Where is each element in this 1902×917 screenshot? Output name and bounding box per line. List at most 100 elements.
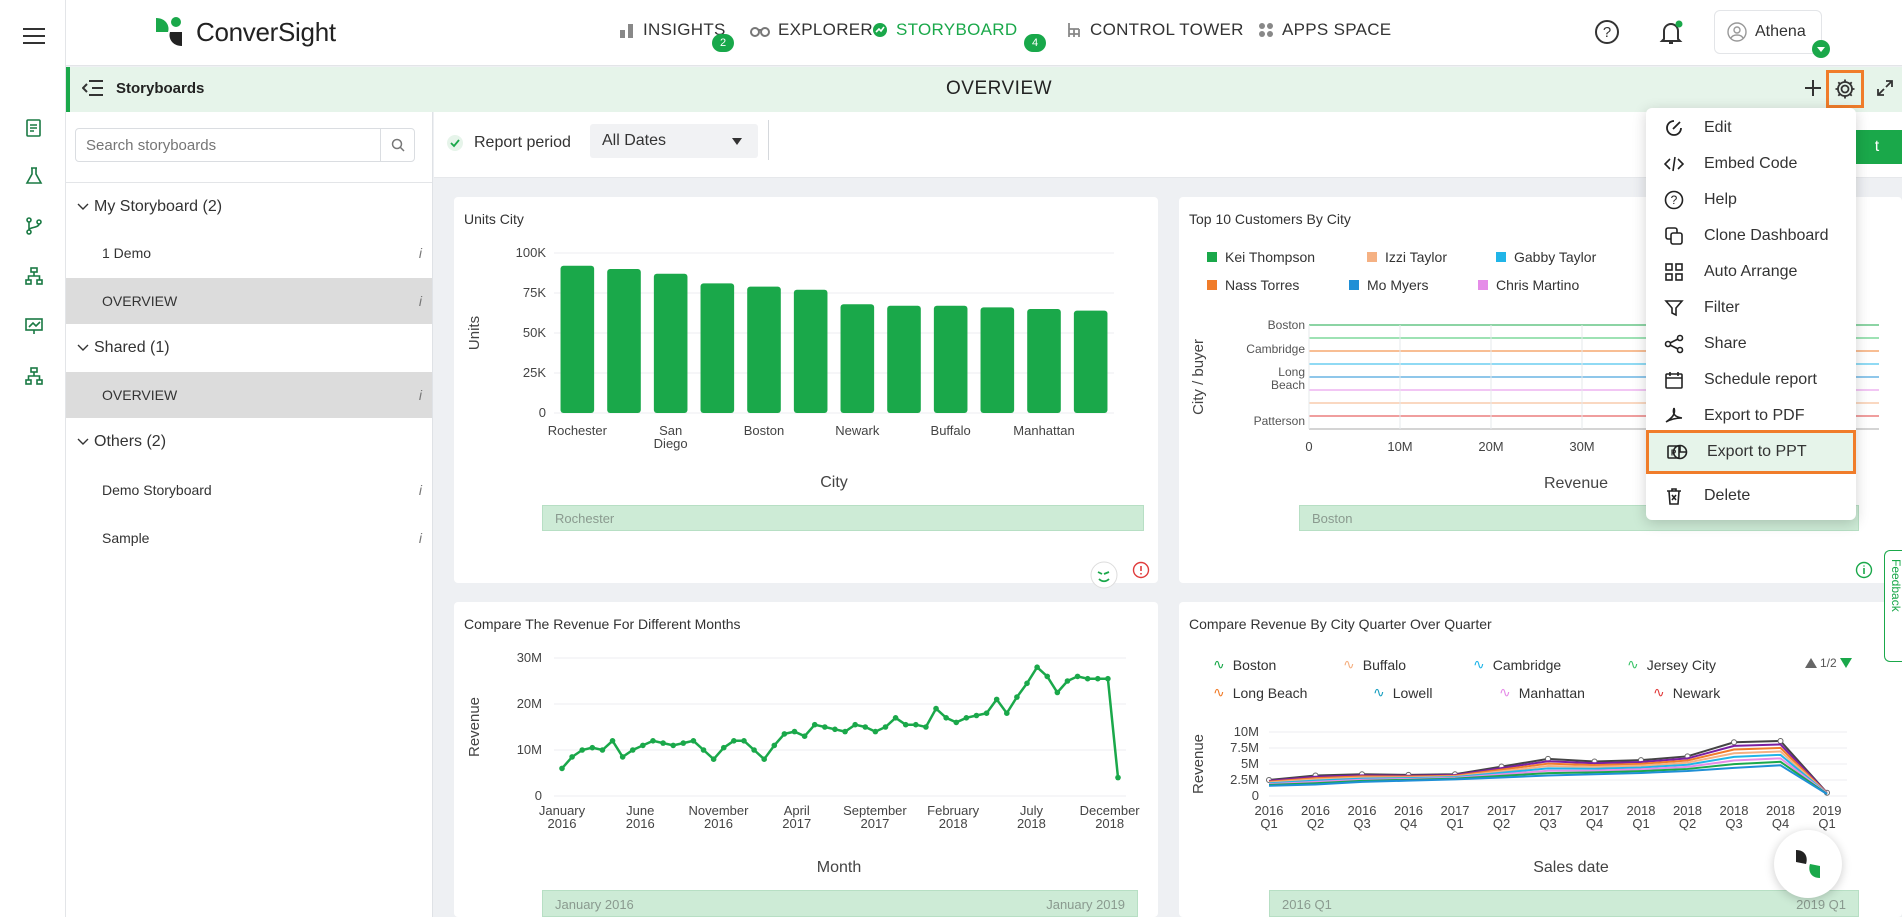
presentation-icon[interactable] xyxy=(20,312,48,340)
section-others[interactable]: Others (2) xyxy=(66,419,432,465)
legend-item[interactable]: ∿ Manhattan xyxy=(1499,684,1585,701)
info-icon[interactable]: i xyxy=(418,482,422,498)
expand-icon[interactable] xyxy=(1876,79,1894,97)
share-icon xyxy=(1662,332,1686,356)
info-icon[interactable]: i xyxy=(418,387,422,403)
insights-rail-icon[interactable] xyxy=(20,114,48,142)
data-point xyxy=(973,712,980,719)
legend-item[interactable]: ∿ Lowell xyxy=(1373,684,1433,701)
menu-item-embed-code[interactable]: Embed Code xyxy=(1646,146,1856,182)
menu-item-filter[interactable]: Filter xyxy=(1646,290,1856,326)
menu-item-clone-dashboard[interactable]: Clone Dashboard xyxy=(1646,218,1856,254)
export-button[interactable]: t xyxy=(1852,130,1902,164)
list-item[interactable]: Demo Storyboard i xyxy=(102,482,422,498)
y-tick-label: Patterson xyxy=(1254,414,1305,428)
legend-item[interactable]: ∿ Buffalo xyxy=(1343,656,1407,673)
bar xyxy=(887,305,921,413)
data-point xyxy=(1024,680,1030,687)
workflow-branch-icon[interactable] xyxy=(20,212,48,240)
legend-swatch: ∿ xyxy=(1499,684,1511,700)
storyboard-icon xyxy=(873,23,887,37)
x-tick-label: 2018 Q2 xyxy=(1673,803,1702,831)
section-my-storyboard[interactable]: My Storyboard (2) xyxy=(66,184,432,230)
org-chart-icon[interactable] xyxy=(20,362,48,390)
legend-item[interactable]: ∿ Long Beach xyxy=(1213,684,1308,701)
menu-item-edit[interactable]: Edit xyxy=(1646,110,1856,146)
revenue-series-line xyxy=(561,665,1120,778)
menu-item-export-ppt[interactable]: P Export to PPT xyxy=(1646,430,1856,474)
list-item[interactable]: 1 Demo i xyxy=(102,245,422,261)
check-circle-icon xyxy=(447,135,463,151)
nav-insights[interactable]: INSIGHTS xyxy=(619,20,726,40)
menu-item-auto-arrange[interactable]: Auto Arrange xyxy=(1646,254,1856,290)
menu-item-export-pdf[interactable]: Export to PDF xyxy=(1646,398,1856,434)
user-dropdown-toggle[interactable] xyxy=(1812,40,1830,58)
date-range-select[interactable]: All Dates xyxy=(590,124,758,158)
info-icon[interactable]: i xyxy=(418,293,422,309)
nav-control-tower[interactable]: CONTROL TOWER xyxy=(1066,20,1244,40)
legend-item[interactable]: ∿ Jersey City xyxy=(1627,656,1716,673)
hamburger-menu-icon[interactable] xyxy=(20,22,48,50)
legend-item[interactable]: Mo Myers xyxy=(1349,277,1428,293)
section-shared[interactable]: Shared (1) xyxy=(66,325,432,371)
grid-icon xyxy=(1662,260,1686,284)
menu-item-help[interactable]: ? Help xyxy=(1646,182,1856,218)
storyboards-toggle[interactable]: Storyboards xyxy=(82,78,204,98)
settings-gear-button[interactable] xyxy=(1826,70,1864,108)
list-item[interactable]: Sample i xyxy=(102,530,422,546)
divider xyxy=(768,120,769,160)
explorer-flask-icon[interactable] xyxy=(20,162,48,190)
legend-item[interactable]: ∿ Newark xyxy=(1653,684,1721,701)
brand-logo[interactable]: ConverSight xyxy=(150,14,336,50)
filter-icon xyxy=(1662,296,1686,320)
feedback-tab[interactable]: Feedback xyxy=(1884,550,1902,662)
help-icon[interactable]: ? xyxy=(1594,19,1620,45)
legend-item[interactable]: Izzi Taylor xyxy=(1367,249,1447,265)
nav-explorer[interactable]: EXPLORER xyxy=(750,20,873,40)
menu-item-delete[interactable]: Delete xyxy=(1646,478,1856,514)
notification-bell-icon[interactable] xyxy=(1658,20,1684,46)
search-button[interactable] xyxy=(380,129,414,161)
add-icon[interactable] xyxy=(1802,77,1824,99)
nav-apps-space[interactable]: APPS SPACE xyxy=(1258,20,1391,40)
x-tick-label: Buffalo xyxy=(931,423,971,438)
nav-storyboard[interactable]: STORYBOARD xyxy=(872,20,1017,40)
assistant-face-icon[interactable] xyxy=(1090,561,1118,589)
legend-swatch xyxy=(1367,252,1377,262)
range-slider[interactable]: 2016 Q1 2019 Q1 xyxy=(1269,890,1859,917)
legend-item[interactable]: ∿ Cambridge xyxy=(1473,656,1562,673)
legend-item[interactable]: ∿ Boston xyxy=(1213,656,1277,673)
info-icon[interactable] xyxy=(1855,561,1873,579)
x-tick-label: 2016 Q2 xyxy=(1301,803,1330,831)
data-point xyxy=(1014,694,1020,700)
menu-item-schedule-report[interactable]: Schedule report xyxy=(1646,362,1856,398)
info-icon[interactable] xyxy=(1132,561,1150,579)
data-point xyxy=(670,742,676,749)
assistant-fab[interactable] xyxy=(1774,830,1842,898)
hierarchy-icon[interactable] xyxy=(20,262,48,290)
legend-item[interactable]: Kei Thompson xyxy=(1207,249,1315,265)
info-icon[interactable]: i xyxy=(418,530,422,546)
data-point xyxy=(1044,673,1051,680)
search-input[interactable] xyxy=(76,129,366,161)
info-icon[interactable]: i xyxy=(418,245,422,261)
legend-item[interactable]: Gabby Taylor xyxy=(1496,249,1596,265)
list-item[interactable]: OVERVIEW i xyxy=(66,278,432,324)
revenue-months-chart[interactable]: 0 10M 20M 30M January 2016 June 2016 November 201… xyxy=(454,602,1158,917)
list-item[interactable]: OVERVIEW i xyxy=(66,372,432,418)
units-city-chart[interactable]: 0 25K 50K 75K 100K Rochester San Diego Boston New… xyxy=(454,197,1158,583)
legend-item[interactable]: Chris Martino xyxy=(1478,277,1579,293)
report-period-toggle[interactable]: Report period xyxy=(446,134,571,152)
y-tick-label: 20M xyxy=(517,696,542,711)
menu-item-share[interactable]: Share xyxy=(1646,326,1856,362)
legend-pager[interactable]: 1/2 xyxy=(1805,656,1852,670)
user-menu[interactable]: Athena xyxy=(1714,10,1822,54)
bar xyxy=(653,273,688,413)
y-tick-label: 25K xyxy=(523,365,546,380)
page-down-icon xyxy=(1839,658,1852,668)
range-slider[interactable]: January 2016 January 2019 xyxy=(542,890,1138,917)
data-point xyxy=(963,715,970,721)
range-slider[interactable]: Rochester xyxy=(542,505,1144,531)
legend-item[interactable]: Nass Torres xyxy=(1207,277,1299,293)
